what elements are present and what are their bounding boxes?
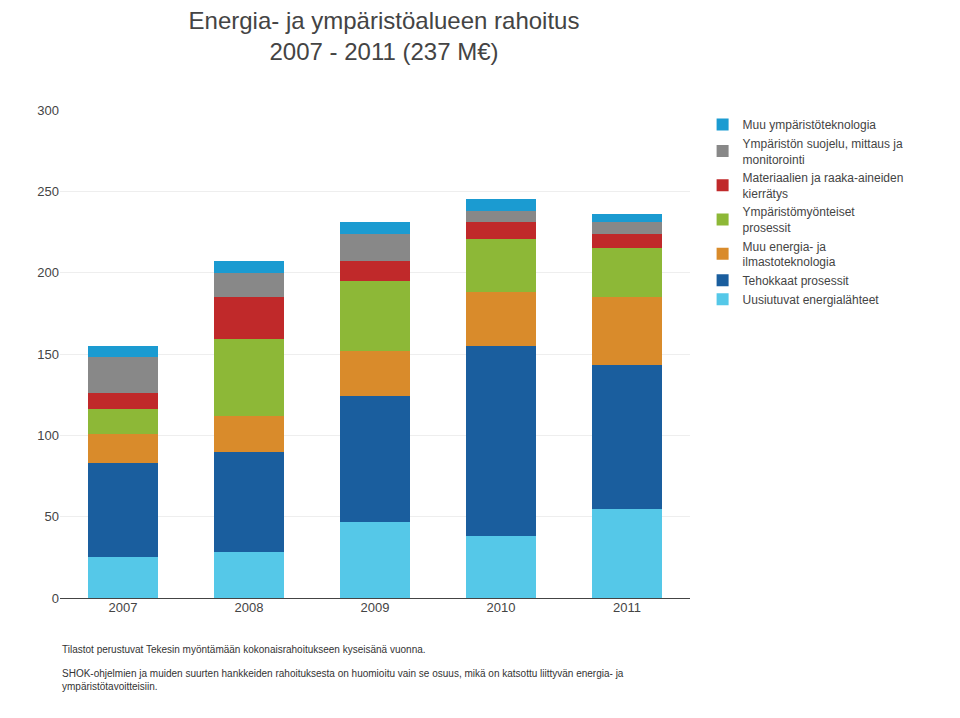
svg-text:Energia- ja ympäristöalueen ra: Energia- ja ympäristöalueen rahoitus2007…: [189, 7, 580, 65]
svg-text:2009: 2009: [361, 600, 390, 615]
svg-text:Materiaalien ja raaka-aineiden: Materiaalien ja raaka-aineidenkierrätys: [743, 171, 904, 201]
svg-text:2008: 2008: [235, 600, 264, 615]
svg-text:2007: 2007: [109, 600, 138, 615]
svg-text:0: 0: [52, 591, 59, 606]
svg-text:Muu ympäristöteknologia: Muu ympäristöteknologia: [743, 118, 877, 132]
svg-text:100: 100: [37, 428, 59, 443]
svg-text:50: 50: [45, 509, 59, 524]
svg-text:Tehokkaat prosessit: Tehokkaat prosessit: [743, 274, 850, 288]
svg-text:150: 150: [37, 347, 59, 362]
svg-text:2010: 2010: [487, 600, 516, 615]
svg-text:2011: 2011: [613, 600, 641, 615]
svg-text:250: 250: [37, 184, 59, 199]
svg-text:200: 200: [37, 265, 59, 280]
svg-text:SHOK-ohjelmien ja muiden suurt: SHOK-ohjelmien ja muiden suurten hankkei…: [62, 668, 624, 692]
svg-text:Tilastot perustuvat Tekesin my: Tilastot perustuvat Tekesin myöntämään k…: [62, 644, 426, 655]
svg-text:Uusiutuvat energialähteet: Uusiutuvat energialähteet: [743, 293, 880, 307]
svg-text:Ympäristömyönteisetprosessit: Ympäristömyönteisetprosessit: [743, 205, 856, 235]
svg-text:300: 300: [37, 103, 59, 118]
svg-text:Ympäristön suojelu, mittaus ja: Ympäristön suojelu, mittaus jamonitoroin…: [743, 137, 903, 167]
svg-text:Muu energia- jailmastoteknolog: Muu energia- jailmastoteknologia: [743, 240, 836, 270]
